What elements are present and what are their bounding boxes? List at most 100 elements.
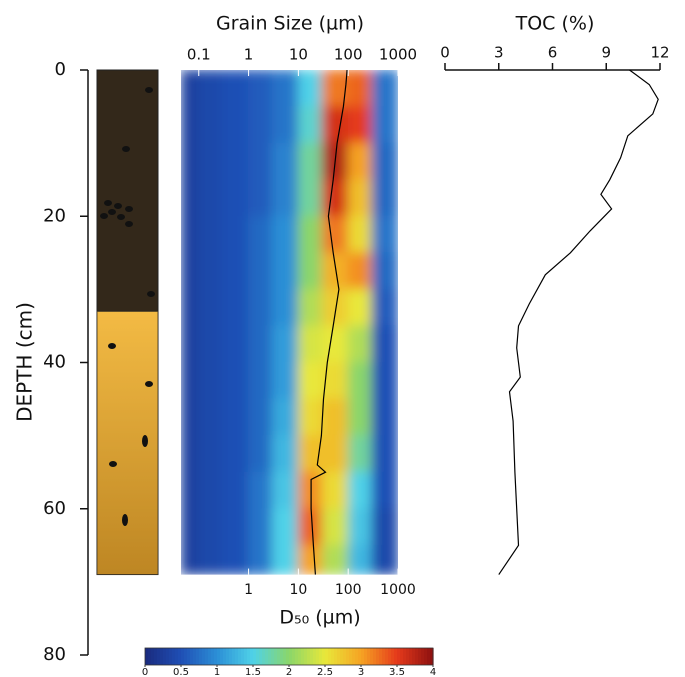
colorbar-segment (214, 648, 218, 665)
colorbar-segment (289, 648, 293, 665)
heatmap-cell (198, 325, 224, 363)
heatmap-cell (371, 288, 398, 327)
heatmap-cell (222, 215, 250, 254)
heatmap-cell (371, 435, 398, 473)
heatmap-cell (222, 508, 250, 546)
colorbar-segment (202, 648, 206, 665)
colorbar-segment (373, 648, 377, 665)
colorbar-segment (178, 648, 182, 665)
heatmap-cell (198, 398, 224, 437)
colorbar-segment (241, 648, 245, 665)
heatmap-cell (347, 544, 373, 575)
toc-tick-label: 3 (494, 44, 504, 62)
colorbar-segment (211, 648, 215, 665)
toc-tick-label: 0 (440, 44, 450, 62)
heatmap-cell (222, 288, 250, 327)
heatmap-cell (222, 325, 250, 363)
heatmap-cell (222, 435, 250, 473)
colorbar-segment (415, 648, 419, 665)
colorbar-segment (322, 648, 326, 665)
depth-tick-label: 20 (43, 205, 66, 226)
colorbar-segment (274, 648, 278, 665)
pebbles (100, 87, 155, 526)
heatmap (181, 70, 398, 575)
heatmap-cell (271, 362, 299, 400)
colorbar-segment (301, 648, 305, 665)
depth-tick-label: 40 (43, 352, 66, 373)
heatmap-cell (321, 106, 349, 144)
heatmap-cell (181, 471, 200, 510)
heatmap-cell (181, 398, 200, 437)
colorbar-segment (220, 648, 224, 665)
colorbar-segment (328, 648, 332, 665)
colorbar-segment (358, 648, 362, 665)
heatmap-cell (248, 70, 273, 108)
heatmap-cell (371, 325, 398, 363)
colorbar-segment (406, 648, 410, 665)
heatmap-cell (347, 142, 373, 181)
toc-title: TOC (%) (515, 13, 595, 35)
colorbar-segment (295, 648, 299, 665)
heatmap-cell (297, 179, 323, 217)
heatmap-cell (181, 544, 200, 575)
heatmap-cell (248, 508, 273, 546)
heatmap-cell (347, 252, 373, 290)
colorbar-tick-label: 3 (358, 667, 364, 677)
colorbar-segment (193, 648, 197, 665)
heatmap-cell (321, 179, 349, 217)
heatmap-cell (248, 215, 273, 254)
heatmap-cell (297, 252, 323, 290)
top-tick-label: 100 (334, 46, 363, 64)
heatmap-cell (198, 106, 224, 144)
top-tick-label: 1 (244, 46, 254, 64)
heatmap-cell (248, 435, 273, 473)
heatmap-cell (371, 362, 398, 400)
colorbar-segment (223, 648, 227, 665)
colorbar-segment (343, 648, 347, 665)
colorbar-segment (244, 648, 248, 665)
heatmap-cell (198, 288, 224, 327)
heatmap-cell (198, 142, 224, 181)
colorbar-segment (250, 648, 254, 665)
colorbar-segment (175, 648, 179, 665)
colorbar-tick-label: 0 (142, 667, 148, 677)
colorbar-segment (316, 648, 320, 665)
colorbar-segment (340, 648, 344, 665)
colorbar-segment (307, 648, 311, 665)
heatmap-cell (347, 508, 373, 546)
heatmap-cell (198, 362, 224, 400)
heatmap-cell (371, 471, 398, 510)
colorbar-tick-label: 4 (430, 667, 436, 677)
toc-line (498, 69, 659, 575)
heatmap-cell (371, 544, 398, 575)
colorbar-segment (199, 648, 203, 665)
colorbar-segment (304, 648, 308, 665)
heatmap-cell (371, 106, 398, 144)
colorbar-segment (325, 648, 329, 665)
heatmap-cell (248, 106, 273, 144)
colorbar-segment (151, 648, 155, 665)
colorbar-segment (400, 648, 404, 665)
heatmap-cell (371, 252, 398, 290)
colorbar-segment (379, 648, 383, 665)
colorbar-segment (166, 648, 170, 665)
heatmap-cell (248, 544, 273, 575)
heatmap-cell (198, 508, 224, 546)
heatmap-cell (271, 252, 299, 290)
colorbar-segment (160, 648, 164, 665)
heatmap-cell (371, 142, 398, 181)
colorbar-segment (187, 648, 191, 665)
heatmap-cell (198, 70, 224, 108)
heatmap-cell (181, 288, 200, 327)
colorbar-segment (277, 648, 281, 665)
heatmap-cell (271, 70, 299, 108)
heatmap-cell (181, 70, 200, 108)
colorbar-tick-label: 1.5 (245, 667, 261, 677)
colorbar-segment (184, 648, 188, 665)
heatmap-cell (297, 325, 323, 363)
colorbar-segment (319, 648, 323, 665)
heatmap-cell (222, 252, 250, 290)
heatmap-cell (222, 362, 250, 400)
colorbar-tick-label: 0.5 (173, 667, 189, 677)
